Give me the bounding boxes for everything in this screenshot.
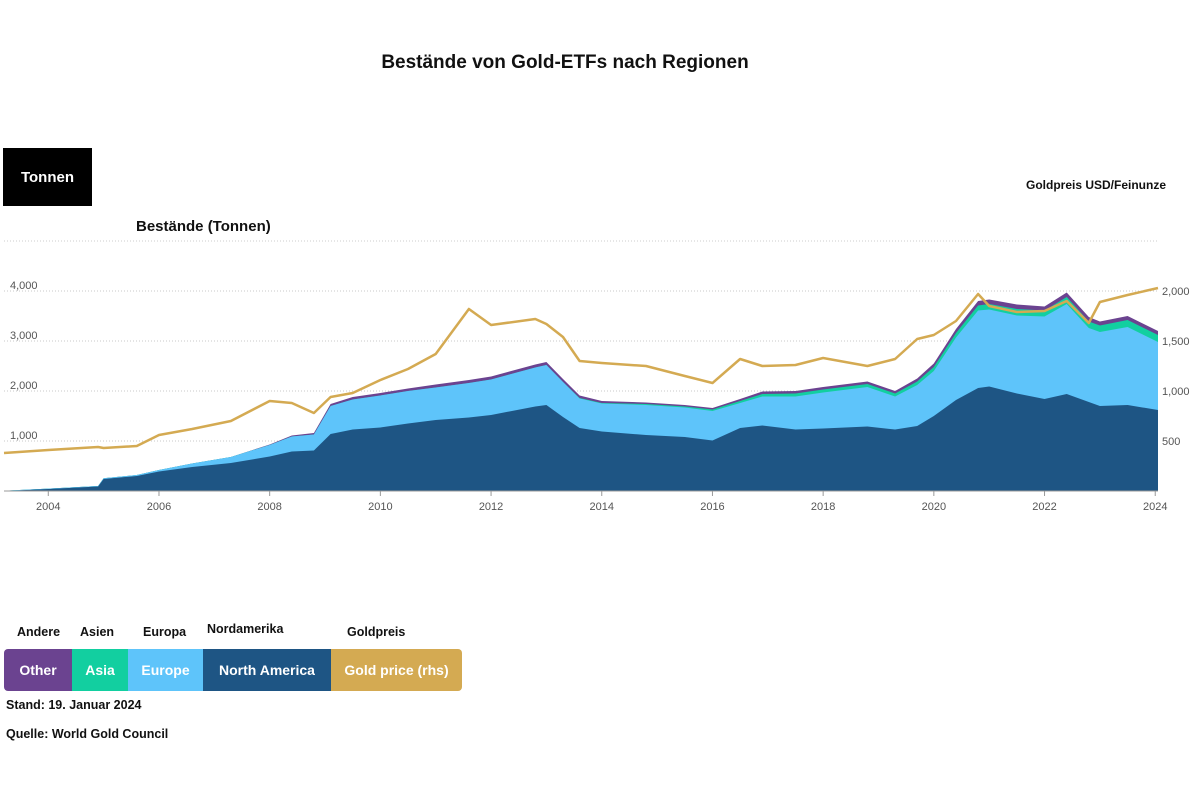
y-tick-label: 4,000 bbox=[10, 280, 38, 292]
x-tick-label: 2018 bbox=[811, 501, 835, 513]
legend-item-europe[interactable]: Europe bbox=[128, 649, 203, 691]
chart-title: Bestände von Gold-ETFs nach Regionen bbox=[381, 52, 749, 73]
legend-item-asia[interactable]: Asia bbox=[72, 649, 128, 691]
etf-holdings-chart: 1,000 2,000 3,000 4,000 500 1,000 1,500 2,000 20… bbox=[3, 240, 1190, 513]
source-note: Quelle: World Gold Council bbox=[6, 727, 169, 741]
y2-tick-label: 1,500 bbox=[1162, 336, 1190, 348]
x-tick-label: 2014 bbox=[590, 501, 614, 513]
x-tick-label: 2016 bbox=[700, 501, 724, 513]
y-tick-label: 1,000 bbox=[10, 430, 38, 442]
area-north-america bbox=[4, 386, 1158, 491]
x-tick-label: 2012 bbox=[479, 501, 503, 513]
date-note: Stand: 19. Januar 2024 bbox=[6, 698, 142, 712]
legend-head-na: Nordamerika bbox=[207, 622, 284, 636]
x-tick-label: 2022 bbox=[1032, 501, 1056, 513]
gold-price-line bbox=[3, 286, 1159, 455]
legend-head-gold: Goldpreis bbox=[347, 625, 406, 639]
y-tick-label: 3,000 bbox=[10, 330, 38, 342]
y-tick-label: 2,000 bbox=[10, 380, 38, 392]
right-axis-label: Goldpreis USD/Feinunze bbox=[1025, 178, 1166, 192]
legend-item-other[interactable]: Other bbox=[4, 649, 72, 691]
legend-head-other: Andere bbox=[17, 625, 61, 639]
x-tick-label: 2004 bbox=[36, 501, 60, 513]
x-tick-label: 2010 bbox=[368, 501, 392, 513]
legend-head-europe: Europa bbox=[143, 625, 187, 639]
x-tick-label: 2006 bbox=[147, 501, 171, 513]
x-tick-label: 2008 bbox=[257, 501, 281, 513]
x-tick-label: 2020 bbox=[922, 501, 946, 513]
unit-label-box: Tonnen bbox=[3, 148, 92, 206]
y2-tick-label: 1,000 bbox=[1162, 386, 1190, 398]
legend-item-north-america[interactable]: North America bbox=[203, 649, 331, 691]
y2-tick-label: 2,000 bbox=[1162, 286, 1190, 298]
left-axis-label: Bestände (Tonnen) bbox=[136, 218, 271, 235]
legend-item-gold-price[interactable]: Gold price (rhs) bbox=[331, 649, 462, 691]
x-tick-label: 2024 bbox=[1143, 501, 1167, 513]
legend-head-asia: Asien bbox=[80, 625, 115, 639]
y2-tick-label: 500 bbox=[1162, 436, 1180, 448]
